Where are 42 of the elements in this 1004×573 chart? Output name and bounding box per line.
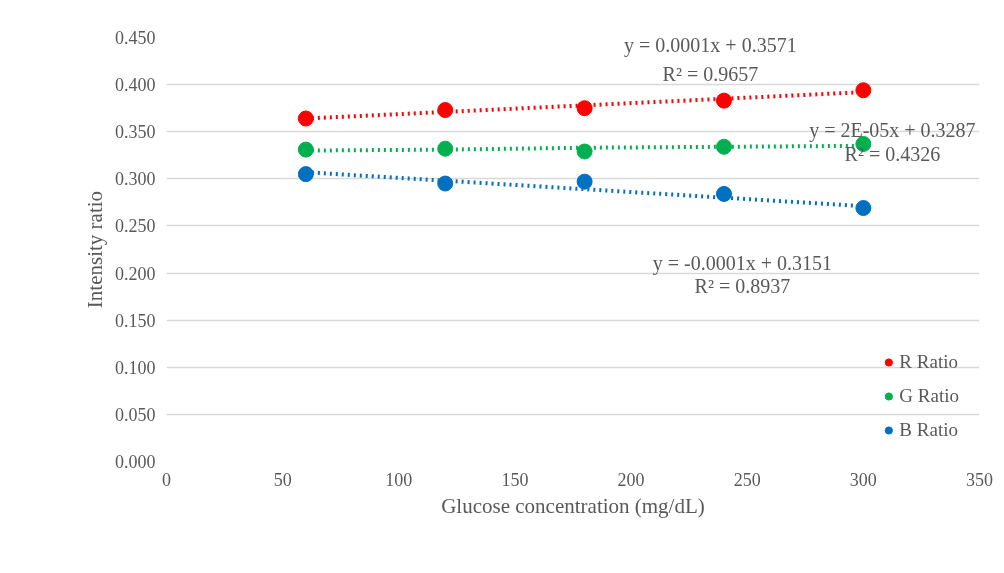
y-tick-label: 0.100 [115,357,156,378]
point [715,185,732,202]
y-tick-label: 0.450 [115,28,156,48]
y-axis-title: Intensity ratio [83,190,107,309]
y-tick-label: 0.300 [115,169,156,190]
point [576,143,593,160]
point [297,141,314,158]
point [715,138,732,155]
y-tick-label: 0.000 [115,452,156,472]
annotation: y = 2E-05x + 0.3287 [809,118,976,142]
x-tick-label: 0 [162,469,171,490]
point [855,82,872,99]
legend-label: G Ratio [899,385,959,407]
point [297,110,314,127]
legend-label: R Ratio [899,351,958,373]
y-tick-label: 0.200 [115,263,156,284]
annotation: y = -0.0001x + 0.3151 [652,252,832,276]
point [437,102,454,119]
annotation: R² = 0.4326 [844,142,941,165]
x-tick-label: 50 [273,469,292,490]
y-tick-label: 0.050 [115,404,156,425]
x-tick-label: 350 [966,469,993,490]
x-tick-label: 150 [501,469,529,490]
point [855,200,872,217]
x-tick-label: 250 [733,469,761,490]
x-tick-label: 100 [385,469,413,490]
annotation: R² = 0.9657 [662,63,759,86]
y-tick-label: 0.150 [115,310,156,331]
point [576,100,593,117]
y-tick-label: 0.250 [115,216,156,237]
point [576,173,593,190]
point [437,175,454,192]
annotation: R² = 0.8937 [694,275,791,298]
y-tick-label: 0.400 [115,75,156,96]
x-tick-label: 200 [617,469,645,490]
x-tick-label: 300 [849,469,877,490]
point [297,166,314,183]
point [715,92,732,109]
legend-label: B Ratio [899,419,958,441]
x-axis-title: Glucose concentration (mg/dL) [441,493,705,518]
annotation: y = 0.0001x + 0.3571 [624,34,797,58]
y-tick-label: 0.350 [115,122,156,143]
